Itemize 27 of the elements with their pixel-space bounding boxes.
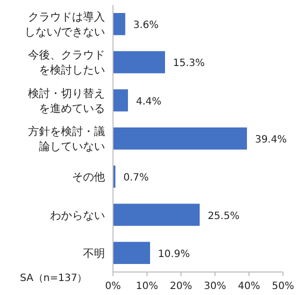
- bar: [113, 89, 128, 112]
- bar: [113, 51, 166, 74]
- data-label: 0.7%: [123, 172, 149, 184]
- x-tick-label: 0%: [105, 281, 121, 292]
- x-tick-label: 20%: [170, 281, 192, 292]
- x-tick-label: 40%: [238, 281, 260, 292]
- bar: [113, 13, 126, 36]
- data-label: 25.5%: [208, 210, 240, 222]
- y-tick-label: クラウドは導入しない/できない: [24, 10, 105, 39]
- y-tick-label: わからない: [50, 208, 105, 222]
- data-label: 4.4%: [136, 96, 162, 108]
- y-tick-label: その他: [72, 170, 105, 184]
- bar: [113, 242, 150, 264]
- y-tick-label: 不明: [83, 246, 105, 260]
- y-tick-label: 方針を検討・議論していない: [28, 125, 105, 153]
- x-tick-label: 10%: [136, 281, 158, 292]
- bar: [113, 127, 247, 150]
- data-label: 39.4%: [254, 134, 287, 146]
- y-tick-label: 今後、クラウドを検討したい: [28, 48, 105, 77]
- data-label: 15.3%: [173, 58, 205, 70]
- y-tick-label: 検討・切り替えを進めている: [28, 86, 105, 115]
- x-tick-label: 50%: [272, 281, 294, 292]
- data-label: 10.9%: [158, 248, 190, 260]
- bar: [113, 204, 200, 226]
- text: SA（n=137）: [20, 273, 88, 284]
- x-tick-label: 30%: [204, 281, 226, 292]
- data-label: 3.6%: [133, 20, 159, 32]
